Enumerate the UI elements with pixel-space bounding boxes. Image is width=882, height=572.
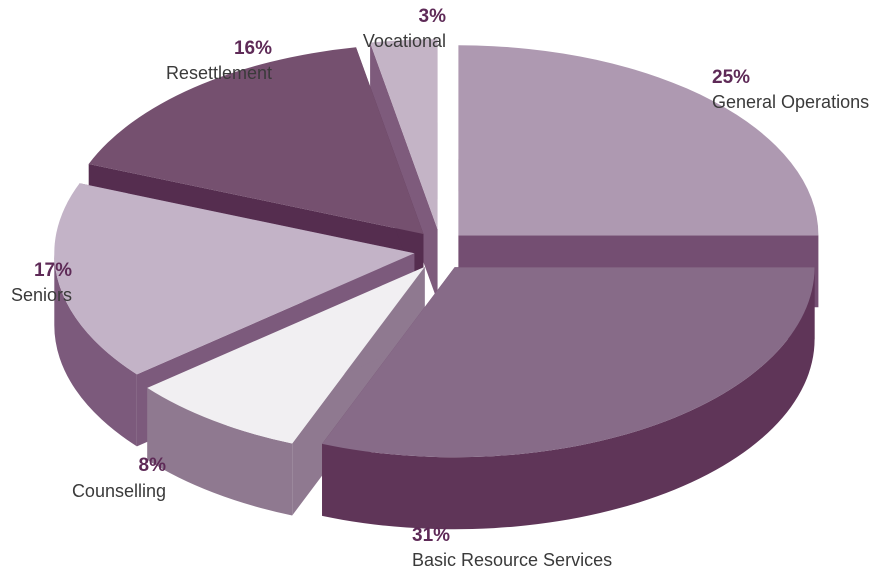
slice-top-basic-resource-services [322,267,815,458]
slice-basic-resource-services [322,267,815,530]
pct-label-resettlement: 16% [234,38,272,59]
name-label-resettlement: Resettlement [166,63,272,83]
pct-label-counselling: 8% [139,455,167,476]
pct-label-seniors: 17% [34,260,72,281]
name-label-seniors: Seniors [11,285,72,305]
slice-rim-counselling [147,387,293,516]
pct-label-general-operations: 25% [712,67,750,88]
pct-label-basic-resource-services: 31% [412,525,450,546]
slice-rim-seniors [54,253,137,447]
slice-top-resettlement [88,47,424,234]
slice-rim-basic-resource-services [322,267,815,530]
name-label-counselling: Counselling [72,481,166,501]
slice-top-seniors [54,183,415,375]
slice-top-general-operations [458,45,819,236]
slice-top-counselling [147,266,425,444]
name-label-general-operations: General Operations [712,92,869,112]
pie-labels: 25% General Operations 31% Basic Resourc… [11,6,869,570]
slice-top-vocational [370,39,438,230]
pct-label-vocational: 3% [419,6,447,27]
pie-slices [54,39,819,530]
name-label-vocational: Vocational [363,31,446,51]
name-label-basic-resource-services: Basic Resource Services [412,550,612,570]
